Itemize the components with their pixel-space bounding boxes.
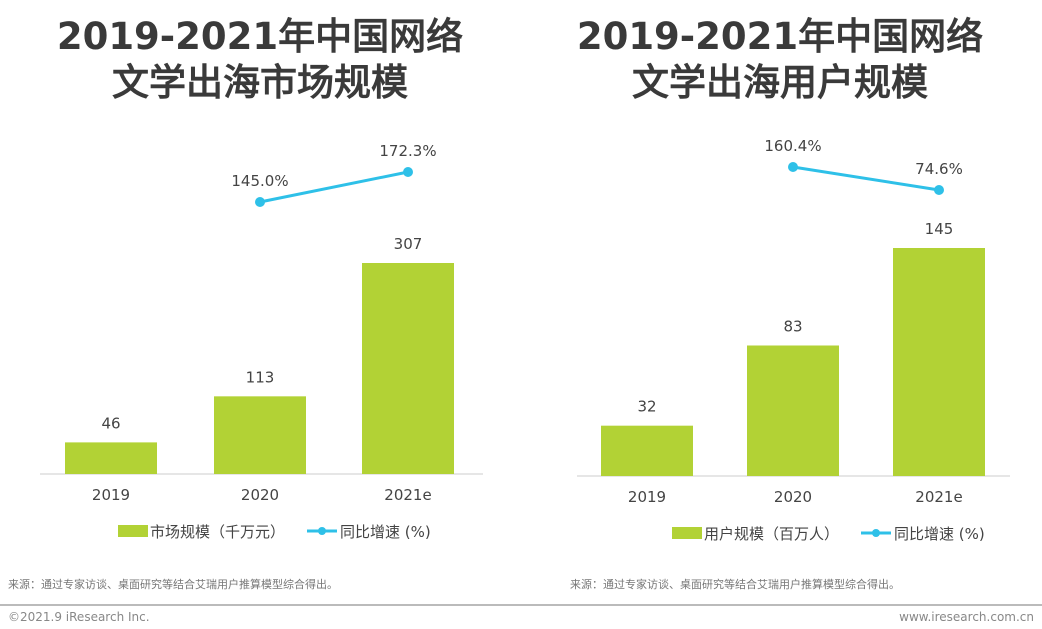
right-title-line1: 2019-2021年中国网络 xyxy=(576,15,984,58)
chart2-bar-2019 xyxy=(601,425,693,476)
right-chart-title: 2019-2021年中国网络 文学出海用户规模 xyxy=(520,14,1040,106)
chart1-growth-point-2020 xyxy=(255,197,265,207)
chart2-x-tick-2021e: 2021e xyxy=(915,488,962,506)
chart2-x-tick-2020: 2020 xyxy=(774,488,812,506)
chart1-bar-2019 xyxy=(65,442,157,474)
chart1-legend-line-marker xyxy=(318,527,326,535)
chart2-legend-bar-label: 用户规模（百万人） xyxy=(704,525,839,543)
chart1-x-tick-2021e: 2021e xyxy=(384,486,431,504)
chart2-bar-label-2021e: 145 xyxy=(925,220,954,238)
chart1-legend-line-label: 同比增速 (%) xyxy=(340,523,431,541)
chart2-bar-2021e xyxy=(893,248,985,476)
left-source-note: 来源：通过专家访谈、桌面研究等结合艾瑞用户推算模型综合得出。 xyxy=(8,578,338,591)
chart1-x-tick-2020: 2020 xyxy=(241,486,279,504)
right-title-line2: 文学出海用户规模 xyxy=(632,61,928,104)
chart1-bar-label-2021e: 307 xyxy=(394,235,423,253)
right-source-note: 来源：通过专家访谈、桌面研究等结合艾瑞用户推算模型综合得出。 xyxy=(570,578,900,591)
chart2-legend-line-label: 同比增速 (%) xyxy=(894,525,985,543)
footer-divider xyxy=(0,604,1042,606)
left-chart-title: 2019-2021年中国网络 文学出海市场规模 xyxy=(0,14,520,106)
chart2-growth-point-2021e xyxy=(934,185,944,195)
chart1-growth-point-2021e xyxy=(403,167,413,177)
chart1-growth-label-2020: 145.0% xyxy=(231,172,288,190)
chart2-growth-line xyxy=(792,165,940,192)
chart2-legend-bar-swatch xyxy=(672,527,702,539)
chart1-x-tick-2019: 2019 xyxy=(92,486,130,504)
chart2-legend-line-marker xyxy=(872,529,880,537)
chart1-bar-2021e xyxy=(362,263,454,474)
chart1-legend-bar-label: 市场规模（千万元） xyxy=(150,523,285,541)
chart2-growth-point-2020 xyxy=(788,162,798,172)
left-title-line1: 2019-2021年中国网络 xyxy=(56,15,464,58)
chart1-bar-label-2020: 113 xyxy=(246,368,275,386)
chart1-bar-2020 xyxy=(214,396,306,474)
chart2-growth-label-2021e: 74.6% xyxy=(915,160,963,178)
chart2-bar-2020 xyxy=(747,345,839,476)
copyright: ©2021.9 iResearch Inc. xyxy=(8,610,150,624)
website-link[interactable]: www.iresearch.com.cn xyxy=(899,610,1034,624)
chart2-bar-label-2019: 32 xyxy=(637,398,656,416)
chart2-bar-label-2020: 83 xyxy=(783,317,802,335)
chart2-growth-label-2020: 160.4% xyxy=(764,137,821,155)
chart1-growth-line xyxy=(259,170,409,204)
chart1-bar-label-2019: 46 xyxy=(101,414,120,432)
left-title-line2: 文学出海市场规模 xyxy=(112,61,408,104)
chart1-growth-label-2021e: 172.3% xyxy=(379,142,436,160)
chart1-legend-bar-swatch xyxy=(118,525,148,537)
chart2-x-tick-2019: 2019 xyxy=(628,488,666,506)
